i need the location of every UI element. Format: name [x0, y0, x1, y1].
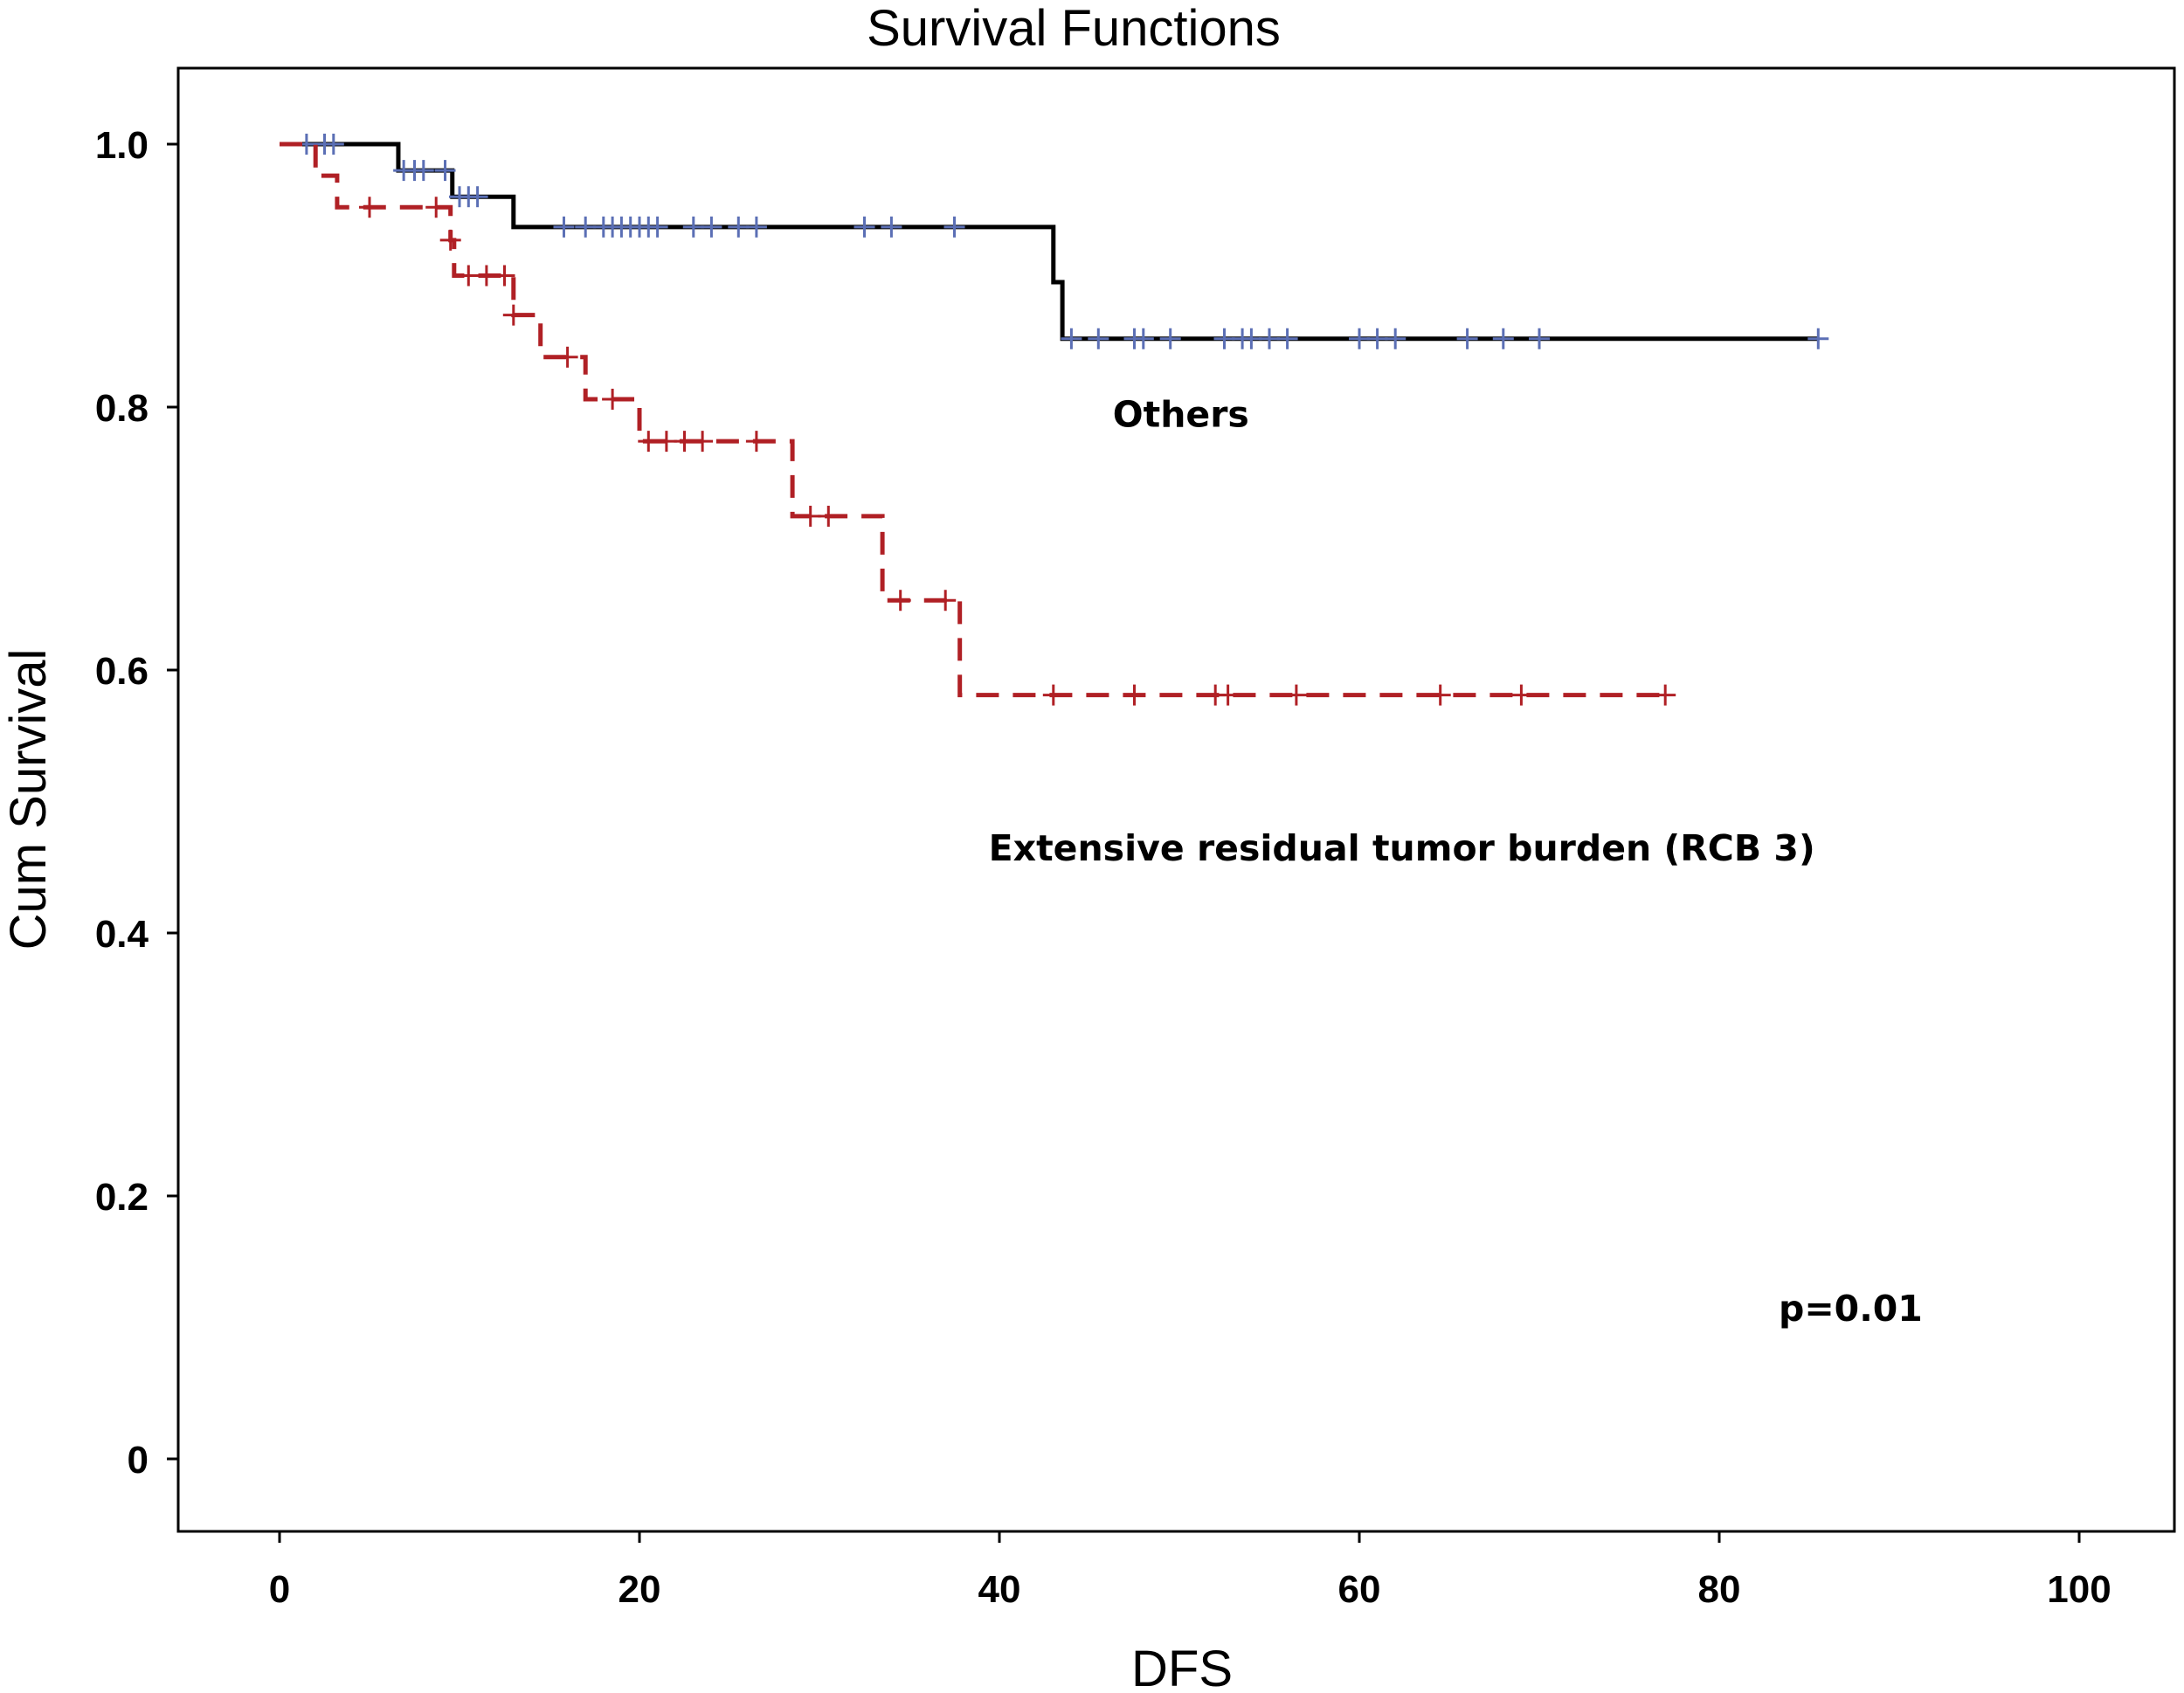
plot-frame: [176, 66, 2176, 1533]
censor-mark: [701, 216, 722, 238]
censor-mark: [745, 216, 767, 238]
censor-mark: [646, 216, 668, 238]
censor-mark: [943, 216, 965, 238]
censor-mark: [494, 265, 515, 287]
censor-mark: [425, 197, 447, 218]
censor-mark: [854, 216, 875, 238]
censor-mark: [674, 431, 695, 453]
censor-mark: [1285, 684, 1307, 706]
censor-mark: [655, 431, 677, 453]
censor-mark: [818, 505, 840, 527]
censor-mark: [439, 229, 461, 251]
censor-mark: [745, 431, 767, 453]
censor-mark: [1217, 684, 1239, 706]
censor-mark: [728, 216, 750, 238]
censor-mark: [475, 265, 497, 287]
x-axis: 0 20 40 60 80 100: [269, 1531, 2111, 1611]
censor-mark: [575, 216, 597, 238]
censor-mark: [1276, 328, 1298, 349]
censor-mark: [1492, 328, 1514, 349]
censor-mark: [1366, 328, 1388, 349]
x-axis-title: DFS: [1131, 1641, 1233, 1693]
censor-mark: [458, 265, 480, 287]
censor-mark: [1259, 328, 1280, 349]
y-tick-label: 0.8: [95, 387, 149, 430]
annotation-label: Extensive residual tumor burden (RCB 3): [989, 827, 1815, 869]
censor-mark: [322, 134, 344, 155]
censor-mark: [1123, 684, 1145, 706]
censor-mark: [682, 216, 704, 238]
y-tick-label: 1.0: [95, 124, 149, 167]
y-tick-label: 0.2: [95, 1176, 149, 1219]
censor-mark: [412, 160, 434, 182]
y-tick-label: 0.6: [95, 650, 149, 693]
survival-curve-1: [280, 142, 1819, 342]
annotation-label: Others: [1113, 394, 1249, 436]
censor-mark: [556, 346, 578, 368]
censor-mark: [553, 216, 575, 238]
censor-mark: [1385, 328, 1406, 349]
x-tick-label: 60: [1338, 1568, 1381, 1611]
censor-mark: [1529, 328, 1550, 349]
censor-mark: [935, 590, 957, 612]
x-tick-label: 20: [619, 1568, 661, 1611]
censor-mark: [1456, 328, 1478, 349]
censor-mark: [1655, 684, 1676, 706]
survival-curves: [280, 134, 1829, 706]
censor-mark: [1088, 328, 1109, 349]
censor-mark: [1213, 328, 1235, 349]
censor-mark: [359, 197, 380, 218]
censor-mark: [799, 505, 821, 527]
censor-mark: [1042, 684, 1064, 706]
censor-mark: [1429, 684, 1451, 706]
censor-mark: [1510, 684, 1532, 706]
annotation-label: p=0.01: [1779, 1288, 1923, 1330]
y-tick-label: 0.4: [95, 913, 149, 956]
censor-mark: [502, 304, 524, 326]
survival-curve-2: [280, 142, 1666, 698]
censor-mark: [602, 388, 624, 410]
x-tick-label: 40: [978, 1568, 1021, 1611]
censor-mark: [889, 590, 911, 612]
censor-mark: [1159, 328, 1181, 349]
censor-mark: [1061, 328, 1082, 349]
censor-mark: [881, 216, 902, 238]
censor-mark: [1349, 328, 1370, 349]
x-tick-label: 100: [2047, 1568, 2111, 1611]
y-axis: 0 0.2 0.4 0.6 0.8 1.0: [95, 124, 178, 1482]
chart-title: Survival Functions: [867, 0, 1281, 57]
x-tick-label: 0: [269, 1568, 290, 1611]
censor-mark: [434, 160, 456, 182]
censor-mark: [467, 186, 488, 208]
censor-mark: [638, 431, 660, 453]
censor-mark: [1132, 328, 1154, 349]
x-tick-label: 80: [1698, 1568, 1741, 1611]
annotations: Others Extensive residual tumor burden (R…: [989, 394, 1923, 1330]
censor-mark: [1807, 328, 1829, 349]
y-axis-title: Cum Survival: [0, 649, 57, 950]
censor-mark: [692, 431, 714, 453]
censor-mark: [1241, 328, 1262, 349]
y-tick-label: 0: [128, 1439, 149, 1482]
